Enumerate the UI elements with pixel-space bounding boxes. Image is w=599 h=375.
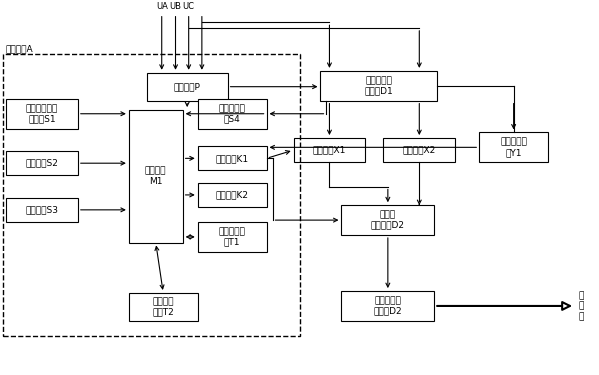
Text: 分闸线圈X2: 分闸线圈X2 <box>403 146 436 154</box>
Bar <box>6 198 78 222</box>
Bar <box>198 222 267 252</box>
Bar <box>198 99 267 129</box>
Text: 行程传感单
元Y1: 行程传感单 元Y1 <box>500 138 527 157</box>
Text: 电压、电流取
样单元S1: 电压、电流取 样单元S1 <box>26 104 58 123</box>
Bar <box>341 205 434 235</box>
Text: 串口通信模
块T1: 串口通信模 块T1 <box>219 227 246 247</box>
Text: UB: UB <box>170 2 181 11</box>
Text: 人机接口S3: 人机接口S3 <box>25 206 59 214</box>
Text: 智能模块A: 智能模块A <box>6 44 34 53</box>
Bar <box>341 291 434 321</box>
Text: 行程监测信
号S4: 行程监测信 号S4 <box>219 104 246 123</box>
Text: 开入信号S2: 开入信号S2 <box>26 159 58 168</box>
Text: UC: UC <box>183 2 195 11</box>
Text: 外部存储
模块T2: 外部存储 模块T2 <box>152 297 174 316</box>
Text: 断路器
执行机构D2: 断路器 执行机构D2 <box>371 210 405 230</box>
Bar <box>129 293 198 321</box>
Text: UA: UA <box>156 2 168 11</box>
Text: 控制模块K1: 控制模块K1 <box>216 154 249 163</box>
Bar <box>198 183 267 207</box>
Bar <box>147 73 228 100</box>
Bar <box>198 146 267 171</box>
Text: 真空断路器
输出端D2: 真空断路器 输出端D2 <box>374 296 402 316</box>
Bar <box>6 99 78 129</box>
Bar <box>6 151 78 176</box>
Bar <box>383 138 455 162</box>
Text: 主控芯片
M1: 主控芯片 M1 <box>145 166 167 186</box>
Bar <box>479 132 548 162</box>
Text: 真空断路器
输入端D1: 真空断路器 输入端D1 <box>365 76 393 96</box>
Bar <box>320 71 437 100</box>
Text: 用
电
侧: 用 电 侧 <box>578 291 583 321</box>
Bar <box>294 138 365 162</box>
Text: 合闸线圈X1: 合闸线圈X1 <box>313 146 346 154</box>
Text: 电源模块P: 电源模块P <box>174 82 201 91</box>
Bar <box>129 110 183 243</box>
Text: 显示模块K2: 显示模块K2 <box>216 190 249 200</box>
Bar <box>3 54 300 336</box>
